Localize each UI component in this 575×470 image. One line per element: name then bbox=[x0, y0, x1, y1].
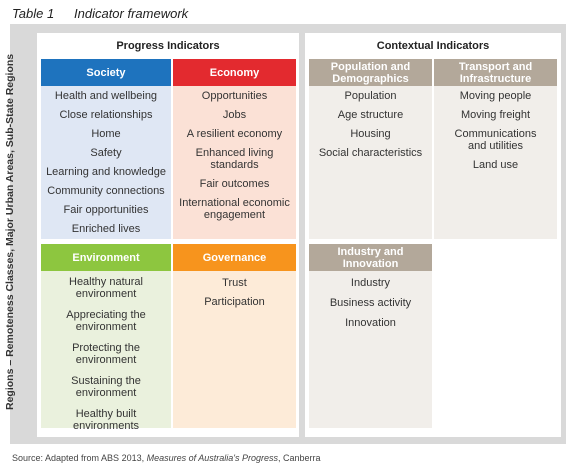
society-header-label: Society bbox=[86, 66, 126, 79]
list-item: Safety bbox=[90, 147, 122, 159]
table-number: Table 1 bbox=[12, 6, 55, 21]
list-item: Industry bbox=[350, 277, 391, 289]
list-item: Participation bbox=[204, 296, 265, 308]
progress-heading: Progress Indicators bbox=[116, 40, 220, 52]
list-item: Protecting the environment bbox=[72, 342, 140, 366]
list-item: Trust bbox=[222, 277, 247, 289]
list-item: Close relationships bbox=[59, 109, 153, 121]
list-item: Jobs bbox=[222, 109, 247, 121]
source-note: Source: Adapted from ABS 2013, Measures … bbox=[12, 453, 321, 463]
list-item: Fair opportunities bbox=[63, 204, 149, 216]
list-item: Opportunities bbox=[201, 90, 268, 102]
list-item: Enriched lives bbox=[71, 223, 141, 235]
source-title: Measures of Australia's Progress bbox=[146, 453, 279, 463]
industry-header-label: Industry and Innovation bbox=[337, 245, 404, 270]
society-body: Health and wellbeing Close relationships… bbox=[41, 86, 171, 239]
list-item: Home bbox=[91, 128, 121, 140]
list-item: Fair outcomes bbox=[199, 178, 270, 190]
industry-header: Industry and Innovation bbox=[309, 244, 432, 271]
list-item: Sustaining the environment bbox=[71, 375, 141, 399]
list-item: International economic engagement bbox=[179, 197, 290, 221]
transport-header-label: Transport and Infrastructure bbox=[458, 60, 533, 85]
list-item: Community connections bbox=[47, 185, 165, 197]
governance-body: Trust Participation bbox=[173, 271, 296, 428]
list-item: Social characteristics bbox=[318, 147, 423, 159]
population-header: Population and Demographics bbox=[309, 59, 432, 86]
list-item: Moving people bbox=[459, 90, 532, 102]
list-item: A resilient economy bbox=[186, 128, 283, 140]
list-item: Communications and utilities bbox=[454, 128, 537, 152]
economy-header: Economy bbox=[173, 59, 296, 86]
economy-header-label: Economy bbox=[209, 66, 260, 79]
list-item: Housing bbox=[350, 128, 391, 140]
list-item: Land use bbox=[472, 159, 519, 171]
governance-header-label: Governance bbox=[202, 251, 267, 264]
environment-header: Environment bbox=[41, 244, 171, 271]
transport-header: Transport and Infrastructure bbox=[434, 59, 557, 86]
source-suffix: , Canberra bbox=[278, 453, 321, 463]
population-body: Population Age structure Housing Social … bbox=[309, 86, 432, 239]
list-item: Appreciating the environment bbox=[66, 309, 146, 333]
list-item: Healthy built environments bbox=[72, 408, 140, 432]
industry-body: Industry Business activity Innovation bbox=[309, 271, 432, 428]
list-item: Innovation bbox=[345, 317, 396, 329]
contextual-heading: Contextual Indicators bbox=[376, 40, 490, 52]
list-item: Healthy natural environment bbox=[69, 276, 143, 300]
table-title-text: Indicator framework bbox=[74, 6, 189, 21]
list-item: Enhanced living standards bbox=[195, 147, 274, 171]
table-title: Table 1 Indicator framework bbox=[12, 6, 188, 21]
environment-header-label: Environment bbox=[72, 251, 140, 264]
transport-body: Moving people Moving freight Communicati… bbox=[434, 86, 557, 239]
population-header-label: Population and Demographics bbox=[330, 60, 411, 85]
economy-body: Opportunities Jobs A resilient economy E… bbox=[173, 86, 296, 239]
source-prefix: Source: Adapted from ABS 2013, bbox=[12, 453, 147, 463]
list-item: Health and wellbeing bbox=[54, 90, 158, 102]
list-item: Business activity bbox=[329, 297, 412, 309]
list-item: Moving freight bbox=[460, 109, 531, 121]
environment-body: Healthy natural environment Appreciating… bbox=[41, 271, 171, 432]
list-item: Population bbox=[344, 90, 397, 102]
list-item: Learning and knowledge bbox=[46, 166, 166, 178]
regions-side-label: Regions – Remoteness Classes, Major Urba… bbox=[4, 53, 16, 410]
list-item: Age structure bbox=[337, 109, 404, 121]
society-header: Society bbox=[41, 59, 171, 86]
governance-header: Governance bbox=[173, 244, 296, 271]
